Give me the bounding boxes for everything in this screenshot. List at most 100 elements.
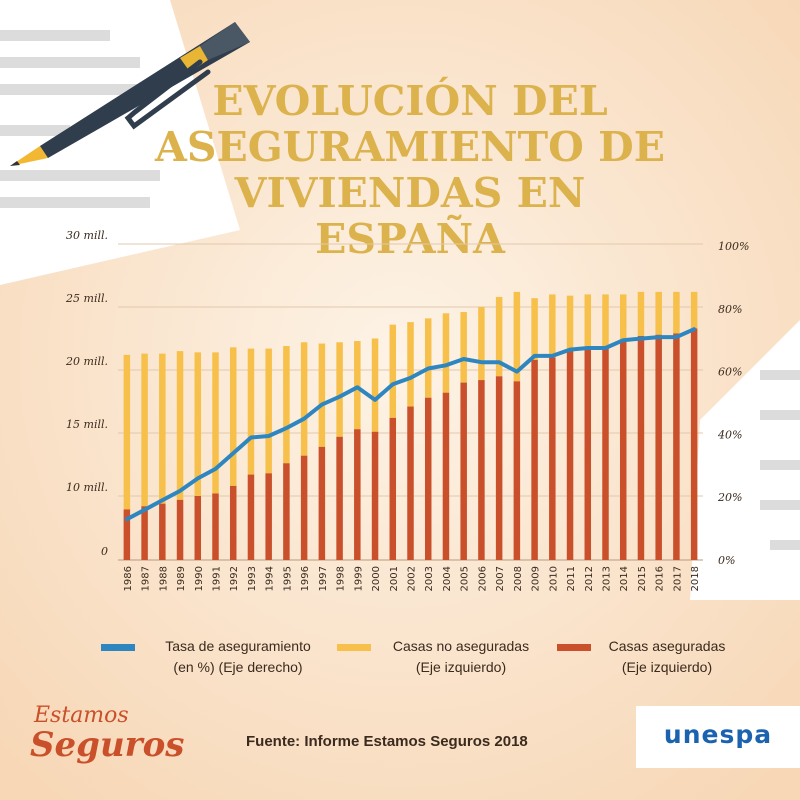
x-axis-tick-label: 1990 [194,566,205,591]
x-axis-tick-label: 2012 [584,566,595,591]
title-line-1: EVOLUCIÓN DEL [212,77,608,125]
x-axis-tick-label: 2001 [389,566,400,591]
rate-line [124,327,697,522]
right-axis-tick-label: 20% [717,491,742,504]
bar-insured [194,496,202,560]
x-axis-tick-label: 2018 [690,566,701,591]
legend-uninsured-label: Casas no aseguradas [392,638,530,654]
chart: 0 10 mill. 15 mill. 20 mill. 25 mill. 30 mill… [65,230,749,591]
x-axis-tick-label: 2011 [566,566,577,591]
x-axis-tick-label: 2014 [619,566,630,591]
paper-sheet-right [690,320,800,600]
bar-uninsured [176,351,184,500]
legend-rate-sublabel: (en %) (Eje derecho) [173,659,303,675]
bar-insured [460,382,467,560]
bar-uninsured [549,294,556,358]
bar-uninsured [673,291,680,334]
right-axis-tick-label: 0% [718,554,735,567]
x-axis-tick-label: 1998 [336,566,347,591]
bar-uninsured [336,342,343,437]
right-axis-tick-label: 40% [717,428,742,441]
bar-insured [354,429,361,560]
left-axis-tick-label: 10 mill. [66,481,108,494]
bar-uninsured [159,353,166,504]
left-axis-tick-label: 15 mill. [66,418,108,431]
right-axis-tick-label: 100% [718,240,749,253]
legend-insured-sublabel: (Eje izquierdo) [621,659,713,675]
x-axis-tick-label: 2005 [460,566,471,591]
bar-insured [141,506,148,560]
x-axis-tick-label: 2010 [548,566,559,591]
bar-uninsured [531,298,538,360]
svg-text:Seguros: Seguros [30,725,184,765]
legend-insured-label: Casas aseguradas [608,638,726,654]
x-axis-tick-label: 2009 [531,566,542,591]
source-note: Fuente: Informe Estamos Seguros 2018 [246,733,528,750]
estamos-seguros-logo: Estamos Seguros [30,703,184,765]
right-axis-tick-label: 80% [718,303,742,316]
bar-insured [673,333,680,560]
bar-insured [602,347,609,560]
bar-uninsured [247,348,255,475]
bar-insured [265,473,272,560]
bar-insured [336,436,343,560]
x-axis-tick-label: 2016 [655,566,666,591]
bar-uninsured [389,324,397,418]
bar-insured [655,334,662,560]
bar-uninsured [690,291,698,329]
bar-insured [371,431,379,560]
bar-uninsured [283,346,290,464]
x-axis-tick-label: 1987 [141,566,152,591]
bar-uninsured [513,291,521,382]
bar-insured [566,349,574,560]
bar-uninsured [194,352,202,496]
bar-insured [283,463,290,560]
bar-uninsured [602,294,609,348]
bar-insured [318,446,326,560]
bar-insured [531,359,538,560]
bar-uninsured [212,352,219,494]
bar-insured [176,499,184,560]
bar-uninsured [478,307,485,381]
unespa-logo-text: unespa [663,720,773,749]
bar-uninsured [584,294,592,349]
unespa-logo: unespa [636,706,800,768]
x-axis-tick-label: 1986 [123,566,134,591]
x-axis-tick-label: 1991 [212,566,223,591]
bar-uninsured [424,318,432,398]
bar-insured [637,335,645,560]
bar-uninsured [265,348,272,474]
bar-uninsured [318,343,326,447]
bar-insured [690,328,698,560]
bar-insured [229,485,237,560]
x-axis-tick-label: 1996 [300,566,311,591]
legend-uninsured-swatch [337,644,371,651]
x-axis-tick-label: 2006 [477,566,488,591]
right-axis-tick-label: 60% [718,366,742,379]
x-axis-tick-label: 2000 [371,566,382,591]
x-axis-tick-label: 1992 [229,566,240,591]
x-axis-tick-label: 1994 [265,566,276,591]
x-axis-tick-label: 2003 [424,566,435,591]
bar-uninsured [141,353,148,507]
x-axis-tick-label: 2007 [495,566,506,591]
left-axis-tick-label: 0 [101,545,108,558]
left-axis-tick-label: 20 mill. [65,355,108,368]
x-axis-tick-label: 2015 [637,566,648,591]
bar-insured [619,339,627,560]
legend-uninsured-sublabel: (Eje izquierdo) [415,659,507,675]
bar-uninsured [566,295,574,350]
bar-uninsured [637,291,645,336]
bar-insured [584,348,592,560]
bar-uninsured [300,342,308,456]
x-axis-tick-label: 2004 [442,566,453,591]
x-axis-tick-label: 2008 [513,566,524,591]
bar-insured [442,392,450,560]
svg-text:Estamos: Estamos [33,703,129,728]
bar-uninsured [229,347,237,486]
bar-uninsured [655,291,662,335]
left-axis-tick-label: 30 mill. [66,230,108,242]
legend-insured: Casas aseguradas (Eje izquierdo) [597,636,737,678]
bar-uninsured [123,354,131,510]
